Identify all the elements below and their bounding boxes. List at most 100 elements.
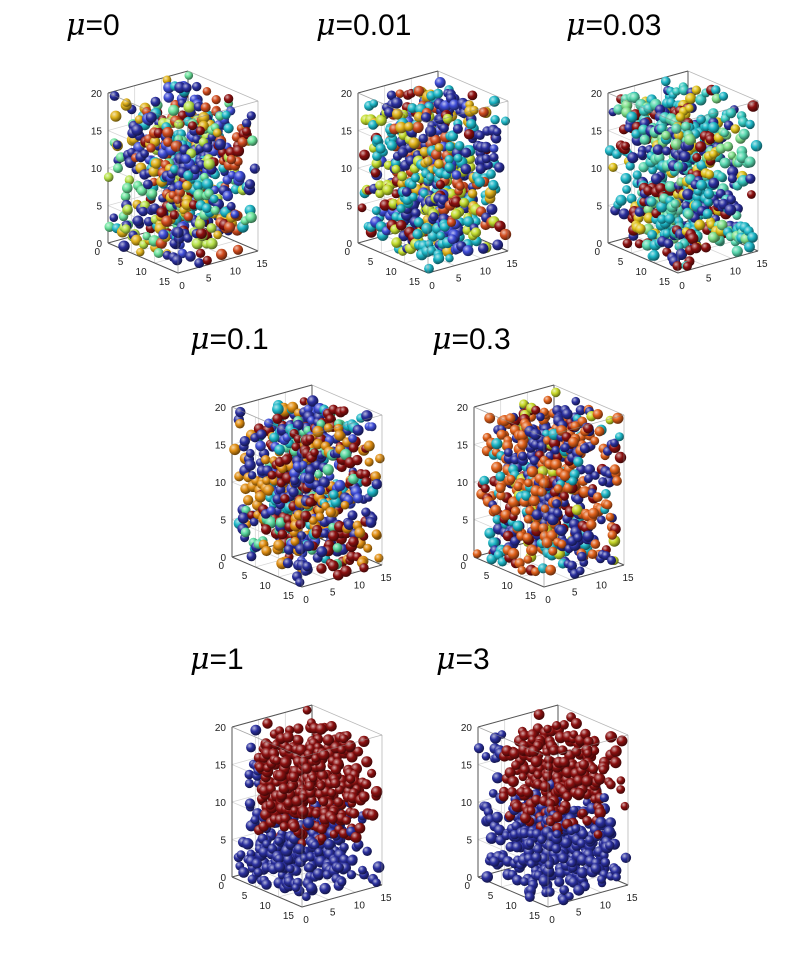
particle-sphere <box>201 203 212 214</box>
particle-sphere <box>656 201 668 213</box>
mu-symbol: μ <box>432 322 452 357</box>
x-tick-label: 5 <box>330 908 336 919</box>
particle-sphere <box>391 164 401 174</box>
particle-sphere <box>567 858 577 868</box>
particle-sphere <box>372 134 383 145</box>
particle-sphere <box>274 854 284 864</box>
particle-sphere <box>473 743 485 754</box>
particle-sphere <box>244 769 255 780</box>
particle-sphere <box>261 879 272 890</box>
particle-sphere <box>384 107 395 118</box>
particle-sphere <box>291 442 301 452</box>
particle-sphere <box>145 111 157 123</box>
particle-sphere <box>424 263 434 274</box>
particle-sphere <box>322 734 334 746</box>
particle-sphere <box>131 124 143 136</box>
particle-sphere <box>291 883 300 892</box>
particle-sphere <box>594 773 606 785</box>
particle-sphere <box>579 443 590 454</box>
particle-sphere <box>348 473 359 485</box>
particle-sphere <box>731 245 743 257</box>
particle-sphere <box>544 762 553 771</box>
particle-sphere <box>481 154 491 164</box>
particle-sphere <box>522 533 533 543</box>
particle-sphere <box>606 779 616 790</box>
particle-sphere <box>661 76 671 87</box>
particle-sphere <box>520 812 531 824</box>
particle-sphere <box>560 837 572 849</box>
particle-sphere <box>412 229 423 240</box>
particle-sphere <box>143 179 153 190</box>
z-tick-label: 5 <box>466 836 472 847</box>
mu-value: =0.03 <box>585 9 662 42</box>
particle-sphere <box>330 778 341 789</box>
particle-sphere <box>573 456 584 467</box>
particle-sphere <box>286 864 295 874</box>
particle-sphere <box>549 745 559 756</box>
particle-sphere <box>531 794 542 805</box>
x-tick-label: 5 <box>456 274 462 285</box>
panel-title: μ=0.3 <box>432 322 511 357</box>
particle-sphere <box>542 771 553 782</box>
particle-sphere <box>262 718 273 729</box>
box-front-edges <box>607 70 759 273</box>
particle-sphere <box>185 251 196 262</box>
particle-sphere <box>530 755 543 768</box>
particle-sphere <box>726 194 736 205</box>
cube-plot: 0 5 10 15 20 0 5 10 15 0 5 10 15 <box>457 384 634 606</box>
particle-sphere <box>182 82 192 93</box>
particle-sphere <box>327 788 337 798</box>
particle-sphere <box>194 218 206 230</box>
particle-sphere <box>245 448 255 458</box>
particle-sphere <box>702 208 713 219</box>
mu-symbol: μ <box>566 8 586 43</box>
particle-sphere <box>265 800 276 810</box>
particle-sphere <box>418 133 429 144</box>
particle-sphere <box>375 188 385 199</box>
particle-sphere <box>519 827 530 839</box>
particle-sphere <box>701 242 711 253</box>
particle-sphere <box>592 492 603 502</box>
particle-sphere <box>577 838 587 848</box>
particle-sphere <box>573 533 583 543</box>
particle-sphere <box>626 111 638 123</box>
particle-sphere <box>578 829 589 839</box>
particle-sphere <box>459 197 470 208</box>
particle-sphere <box>492 514 502 525</box>
axis-ticks: 0 5 10 15 20 0 5 10 15 0 5 10 15 <box>457 403 634 606</box>
z-tick-label: 20 <box>457 403 469 414</box>
particle-sphere <box>267 470 277 480</box>
particle-sphere <box>485 832 498 844</box>
particle-sphere <box>122 98 131 107</box>
particle-sphere <box>293 723 304 734</box>
particle-sphere <box>375 115 387 126</box>
particle-sphere <box>290 806 299 815</box>
particle-sphere <box>294 843 305 855</box>
particle-sphere <box>375 143 386 154</box>
particle-sphere <box>552 499 562 509</box>
particle-sphere <box>445 141 455 152</box>
particle-sphere <box>358 735 370 747</box>
particle-sphere <box>325 507 336 518</box>
cube-plot: 0 5 10 15 20 0 5 10 15 0 5 10 15 <box>215 704 392 926</box>
x-tick-label: 0 <box>545 595 551 606</box>
particle-sphere <box>267 844 278 854</box>
particle-sphere <box>709 149 718 159</box>
particle-sphere <box>230 210 240 219</box>
particle-sphere <box>504 767 516 779</box>
particle-sphere <box>272 756 282 765</box>
x-tick-label: 0 <box>679 281 685 292</box>
particle-sphere <box>371 478 383 490</box>
particle-sphere <box>554 876 565 888</box>
x-tick-label: 0 <box>179 281 185 292</box>
particle-sphere <box>663 238 674 249</box>
particle-sphere <box>613 104 624 115</box>
cube-plot: 0 5 10 15 20 0 5 10 15 0 5 10 15 <box>215 384 392 606</box>
particle-sphere <box>411 208 421 218</box>
particle-sphere <box>507 776 519 788</box>
particle-sphere <box>195 126 205 136</box>
particle-sphere <box>295 519 306 530</box>
particle-sphere <box>588 764 598 774</box>
particle-sphere <box>311 529 321 539</box>
particle-sphere <box>312 438 324 450</box>
